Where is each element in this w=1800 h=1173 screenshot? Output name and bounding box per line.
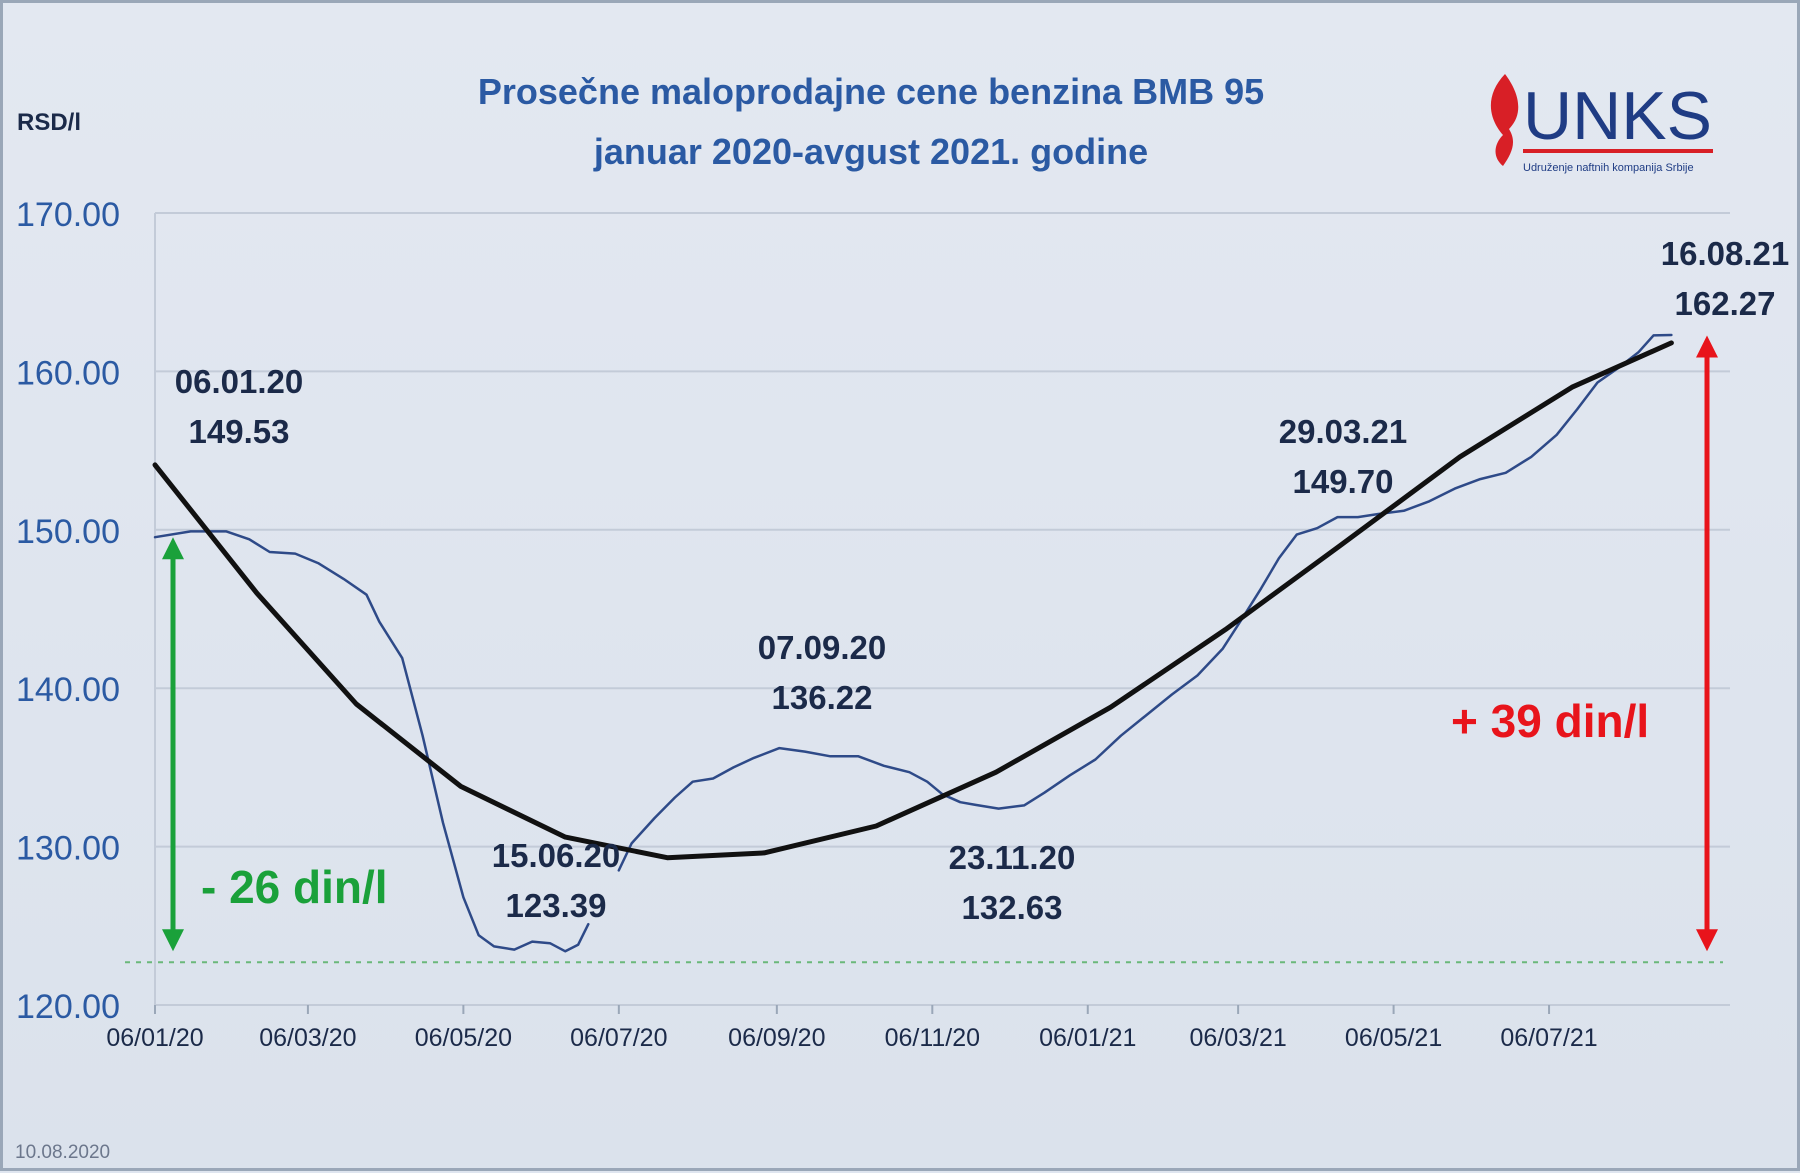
annotation-value: 136.22 xyxy=(772,679,873,716)
trend-line xyxy=(152,340,1674,861)
flame-icon xyxy=(1490,74,1519,166)
annotation-value: 162.27 xyxy=(1675,285,1776,322)
x-tick-labels: 06/01/20 06/03/20 06/05/20 06/07/20 06/09/20… xyxy=(106,1005,1598,1052)
annotation-date: 29.03.21 xyxy=(1279,413,1407,450)
increase-arrow-head-top xyxy=(1696,335,1718,358)
y-tick-labels: 120.00 130.00 140.00 150.00 160.00 170.00 xyxy=(16,196,120,1026)
annotation-date: 16.08.21 xyxy=(1661,235,1789,272)
x-tick-label: 06/05/20 xyxy=(415,1024,512,1052)
price-line xyxy=(617,333,1673,872)
x-tick-label: 06/05/21 xyxy=(1345,1024,1442,1052)
grid-lines xyxy=(155,212,1730,848)
annotation-value: 132.63 xyxy=(962,889,1063,926)
y-tick-label: 130.00 xyxy=(16,830,120,868)
x-tick-label: 06/09/20 xyxy=(728,1024,825,1052)
y-axis-label: RSD/l xyxy=(17,109,81,136)
x-tick-label: 06/11/20 xyxy=(885,1024,980,1052)
x-tick-label: 06/07/20 xyxy=(570,1024,667,1052)
chart-title-line1: Prosečne maloprodajne cene benzina BMB 9… xyxy=(478,71,1264,112)
x-tick-label: 06/07/21 xyxy=(1500,1024,1597,1052)
increase-arrow-head-bottom xyxy=(1696,929,1718,952)
y-tick-label: 120.00 xyxy=(16,988,120,1026)
logo: UNKS Udruženje naftnih kompanija Srbije xyxy=(1490,74,1713,174)
logo-subtitle: Udruženje naftnih kompanija Srbije xyxy=(1523,162,1694,174)
series-lines xyxy=(152,333,1674,953)
annotation-value: 123.39 xyxy=(506,887,607,924)
x-tick-label: 06/03/21 xyxy=(1189,1024,1286,1052)
logo-text: UNKS xyxy=(1523,78,1712,154)
annotations: 06.01.20 149.53 15.06.20 123.39 07.09.20 136.… xyxy=(175,235,1789,926)
decrease-arrow-head-bottom xyxy=(162,929,184,952)
annotation-value: 149.70 xyxy=(1293,463,1394,500)
line-chart: Prosečne maloprodajne cene benzina BMB 9… xyxy=(15,71,1789,1163)
x-tick-label: 06/03/20 xyxy=(259,1024,356,1052)
axes xyxy=(154,213,1730,1006)
annotation-date: 15.06.20 xyxy=(492,837,620,874)
decrease-arrow-head-top xyxy=(162,537,184,560)
x-tick-label: 06/01/20 xyxy=(106,1024,203,1052)
annotation-value: 149.53 xyxy=(189,413,290,450)
y-tick-label: 150.00 xyxy=(16,513,120,551)
y-tick-label: 170.00 xyxy=(16,196,120,234)
y-tick-label: 140.00 xyxy=(16,671,120,709)
increase-label: + 39 din/l xyxy=(1451,695,1649,747)
logo-underline xyxy=(1523,149,1713,153)
decrease-label: - 26 din/l xyxy=(201,861,388,913)
price-line xyxy=(153,530,590,953)
chart-title-line2: januar 2020-avgust 2021. godine xyxy=(593,131,1148,172)
x-tick-label: 06/01/21 xyxy=(1039,1024,1136,1052)
footer-date: 10.08.2020 xyxy=(15,1142,110,1163)
y-tick-label: 160.00 xyxy=(16,354,120,392)
annotation-date: 23.11.20 xyxy=(949,839,1076,876)
annotation-date: 06.01.20 xyxy=(175,363,303,400)
annotation-date: 07.09.20 xyxy=(758,629,886,666)
change-arrows: - 26 din/l + 39 din/l xyxy=(162,335,1718,952)
